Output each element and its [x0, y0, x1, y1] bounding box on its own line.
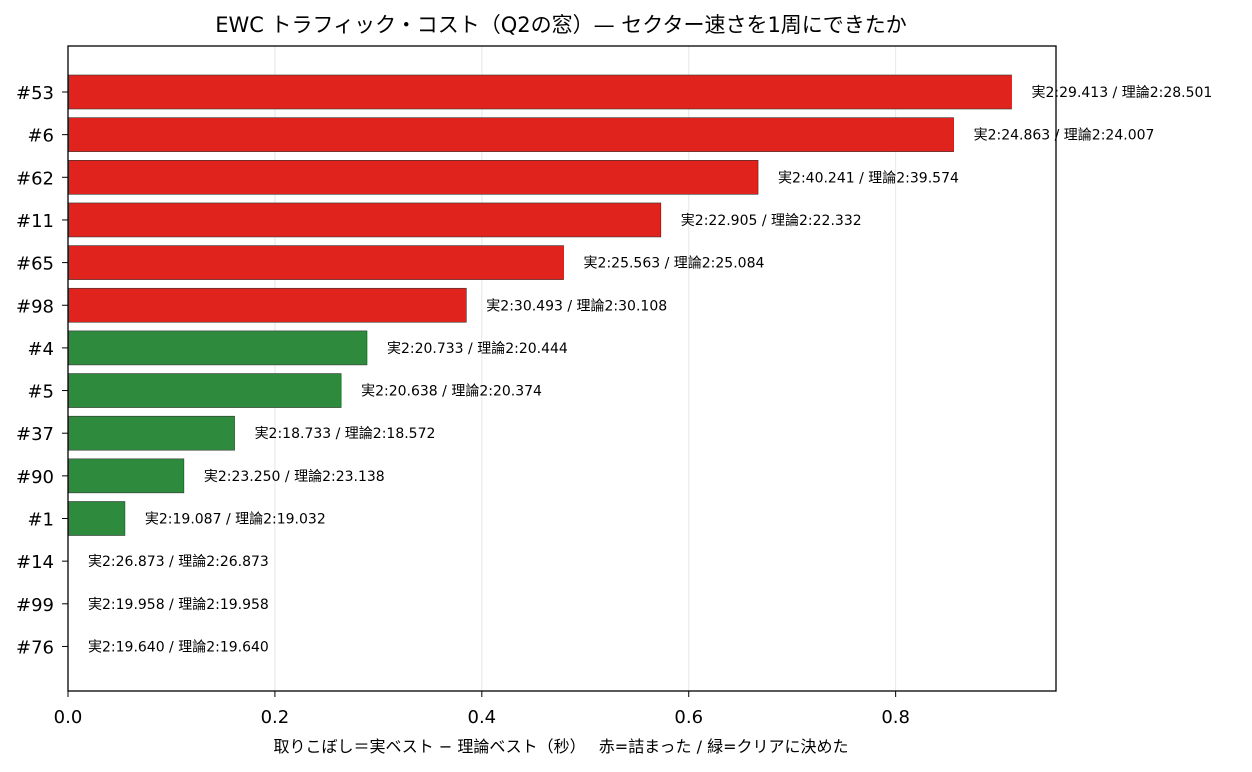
bar: [67, 330, 368, 366]
bars: [67, 74, 1012, 536]
x-tick-label: 0.0: [54, 707, 83, 728]
x-ticks: 0.0 0.2 0.4 0.6 0.8: [54, 691, 910, 728]
bar: [67, 373, 342, 408]
category-label: #4: [27, 339, 54, 360]
bar: [67, 202, 662, 238]
plot-frame: [67, 45, 1057, 692]
bar-value-label: 実2:20.638 / 理論2:20.374: [361, 384, 542, 400]
bar: [67, 74, 1012, 110]
bar: [67, 117, 954, 152]
category-label: #76: [16, 637, 54, 658]
category-label: #53: [16, 83, 54, 104]
bar-value-label: 実2:18.733 / 理論2:18.572: [255, 426, 436, 442]
chart-title: EWC トラフィック・コスト（Q2の窓）— セクター速さを1周にできたか: [215, 13, 907, 37]
bar-value-label: 実2:30.493 / 理論2:30.108: [486, 298, 667, 314]
x-tick-label: 0.8: [881, 707, 910, 728]
bar: [67, 501, 126, 536]
bar: [67, 160, 759, 195]
bar-value-label: 実2:23.250 / 理論2:23.138: [204, 469, 385, 485]
bar-value-label: 実2:22.905 / 理論2:22.332: [681, 213, 862, 229]
bar: [67, 287, 467, 323]
x-axis-label: 取りこぼし＝実ベスト − 理論ベスト（秒） 赤=詰まった / 緑=クリアに決めた: [273, 737, 848, 756]
bar-value-label: 実2:20.733 / 理論2:20.444: [387, 341, 568, 357]
category-label: #5: [27, 382, 54, 403]
bar-value-label: 実2:26.873 / 理論2:26.873: [88, 554, 269, 570]
category-label: #11: [16, 211, 54, 232]
category-labels: #53 #6 #62 #11 #65 #98 #4 #5 #37 #90 #1 #14 #99 #76: [16, 83, 68, 658]
grid-lines: [274, 46, 897, 691]
bar-value-label: 実2:19.087 / 理論2:19.032: [145, 512, 326, 528]
bar-value-label: 実2:40.241 / 理論2:39.574: [778, 170, 959, 186]
bar-value-label: 実2:19.958 / 理論2:19.958: [88, 597, 269, 613]
bar: [67, 458, 185, 494]
bar: [67, 415, 235, 451]
bar-value-label: 実2:29.413 / 理論2:28.501: [1032, 85, 1213, 101]
category-label: #1: [27, 510, 54, 531]
bar: [67, 245, 564, 280]
bar-value-label: 実2:24.863 / 理論2:24.007: [974, 128, 1155, 144]
bar-labels: 実2:29.413 / 理論2:28.501 実2:24.863 / 理論2:24…: [88, 85, 1212, 655]
category-label: #98: [16, 296, 54, 317]
category-label: #90: [16, 467, 54, 488]
bar-value-label: 実2:25.563 / 理論2:25.084: [584, 256, 765, 272]
category-label: #14: [16, 552, 54, 573]
x-tick-label: 0.2: [261, 707, 290, 728]
category-label: #65: [16, 254, 54, 275]
bar-value-label: 実2:19.640 / 理論2:19.640: [88, 639, 269, 655]
category-label: #6: [27, 126, 54, 147]
category-label: #99: [16, 595, 54, 616]
category-label: #37: [16, 424, 54, 445]
x-tick-label: 0.6: [674, 707, 703, 728]
category-label: #62: [16, 168, 54, 189]
x-tick-label: 0.4: [468, 707, 497, 728]
